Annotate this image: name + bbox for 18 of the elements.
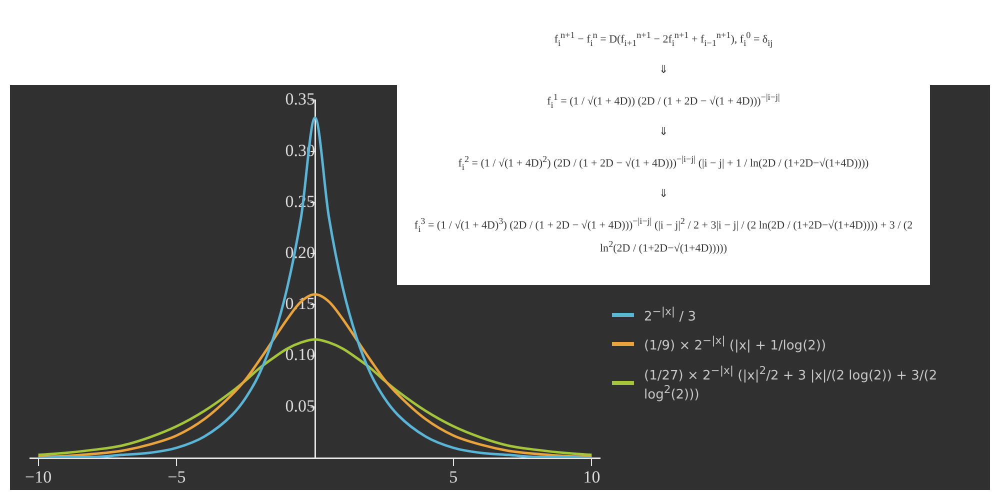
legend-label: 2$^{−|x|}$ / 3 (644, 305, 696, 324)
annotation: f$_{i}$$^{2}$ = (1 / √(1 + 4D)$^{2}$) (2D / (1 + 2D − √(1 + 4D)))$^{−|i−j|}$ (|i − j| + 1 / ln(2D / (1+2D−√(1+4D)))) (458, 153, 869, 174)
legend-label: (1/9) × 2$^{−|x|}$ (|x| + 1/log(2)) (644, 334, 826, 354)
x-tick-label: 5 (449, 468, 458, 487)
y-tick-label: 0.35 (285, 90, 315, 109)
text: (1/27) × 2$^{−|x|}$ (|x|$^{2}$/2 + 3 |x|/(2 log(2)) + 3/(2 log$^{2}$(2))) (644, 364, 938, 402)
text: f$_{i}$$^{n+1}$ − f$_{i}$$^{n}$ = D(f$_{i+1}$$^{n+1}$ − 2f$_{i}$$^{n+1}$ + f$_{i−1}$$^{n+1}$), f$_{i}$$^{0}$ = δ$_{ij}$ (554, 30, 773, 48)
text: ⇓ (659, 63, 668, 78)
y-tick-label: 0.05 (285, 396, 315, 416)
line-series (37, 338, 593, 456)
x-tick-label: −5 (168, 468, 186, 487)
annotation: f$_{i}$$^{1}$ = (1 / √(1 + 4D)) (2D / (1 + 2D − √(1 + 4D)))$^{−|i−j|}$ (547, 91, 780, 112)
y-tick-label: 0.10 (285, 345, 315, 364)
x-tick-label: −10 (25, 468, 52, 487)
x-tick-label: 10 (583, 468, 600, 487)
text: ⇓ (659, 125, 668, 140)
text: f$_{i}$$^{3}$ = (1 / √(1 + 4D)$^{3}$) (2D / (1 + 2D − √(1 + 4D)))$^{−|i−j|}$ (|i − j|$^{2}$ / 2 + 3|i − j| / (2 ln(2D / (1+2D−√(1+4D)))) + 3 / (2 ln$^{2}$(2D / (1+2D−√(1+4D))))) (414, 216, 913, 255)
text: ⇓ (659, 187, 668, 202)
